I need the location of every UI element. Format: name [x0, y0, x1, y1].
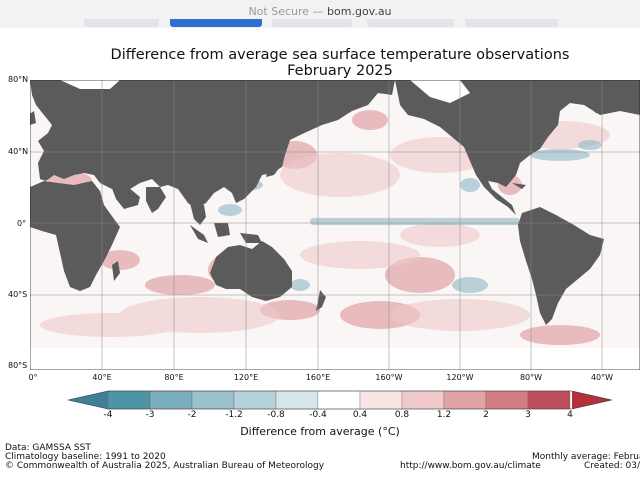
- colorbar-tick: -0.8: [267, 410, 285, 420]
- footer-copyright: © Commonwealth of Australia 2025, Austra…: [5, 461, 325, 471]
- colorbar-tick: -2: [187, 410, 197, 420]
- colorbar-segment: [485, 390, 529, 410]
- colorbar-tick: 3: [525, 410, 531, 420]
- url-separator: —: [312, 5, 324, 18]
- colorbar-segment: [233, 390, 277, 410]
- lon-label-160e: 160°E: [305, 373, 331, 382]
- colorbar-tick: 4: [567, 410, 573, 420]
- lon-label-120e: 120°E: [233, 373, 259, 382]
- south-america: [518, 207, 604, 325]
- lon-label-40w: 40°W: [590, 373, 614, 382]
- colorbar-tick: -1.2: [225, 410, 243, 420]
- lat-label-80n: 80°N: [8, 75, 29, 84]
- lon-label-80w: 80°W: [519, 373, 543, 382]
- colorbar-segments: [107, 390, 571, 410]
- colorbar-segment: [149, 390, 193, 410]
- url-domain: bom.gov.au: [327, 5, 392, 18]
- lon-label-80e: 80°E: [164, 373, 184, 382]
- lat-label-40n: 40°N: [8, 147, 29, 156]
- browser-tab-active[interactable]: [170, 19, 262, 27]
- footer-created: Created: 03/(: [584, 461, 640, 471]
- browser-toolbar: Not Secure — bom.gov.au: [0, 0, 640, 28]
- japan: [266, 153, 280, 177]
- colorbar-title: Difference from average (°C): [240, 425, 400, 438]
- colorbar-low-extension: [68, 391, 108, 409]
- colorbar-segment: [107, 390, 151, 410]
- colorbar-segment: [443, 390, 487, 410]
- map-title: Difference from average sea surface temp…: [20, 47, 640, 79]
- arctic-ice: [60, 80, 470, 103]
- not-secure-label: Not Secure: [248, 5, 310, 18]
- arabia: [110, 183, 140, 209]
- colorbar: [67, 390, 613, 410]
- lat-label-0: 0°: [17, 219, 27, 228]
- colorbar-segment: [275, 390, 319, 410]
- indochina: [190, 203, 206, 225]
- colorbar-segment: [359, 390, 403, 410]
- colorbar-tick: 0.8: [394, 410, 410, 420]
- colorbar-tick: -3: [145, 410, 155, 420]
- colorbar-tick: -4: [103, 410, 113, 420]
- uk: [30, 111, 36, 125]
- colorbar-segment: [317, 390, 361, 410]
- sumatra: [190, 225, 208, 243]
- cuba: [512, 183, 526, 189]
- lat-label-80s: 80°S: [8, 361, 28, 370]
- graticule: [30, 80, 640, 370]
- browser-tab[interactable]: [84, 19, 159, 27]
- colorbar-segment: [527, 390, 571, 410]
- map-title-line2: February 2025: [287, 63, 393, 79]
- browser-tab[interactable]: [465, 19, 558, 27]
- borneo: [214, 223, 230, 237]
- colorbar-outline: [67, 390, 613, 410]
- eurasia: [30, 80, 395, 209]
- footer-baseline: Climatology baseline: 1991 to 2020: [5, 452, 166, 462]
- india: [146, 187, 166, 213]
- colorbar-tick: -0.4: [309, 410, 327, 420]
- address-bar[interactable]: Not Secure — bom.gov.au: [0, 5, 640, 18]
- colorbar-segment: [401, 390, 445, 410]
- africa: [30, 181, 120, 291]
- greenland: [570, 83, 624, 113]
- sst-anomaly-map: [30, 80, 640, 370]
- madagascar: [112, 261, 120, 281]
- australia: [210, 241, 292, 301]
- north-america: [395, 80, 640, 215]
- lon-label-120w: 120°W: [446, 373, 474, 382]
- land-masses: [30, 80, 640, 325]
- footer-url[interactable]: http://www.bom.gov.au/climate: [400, 461, 541, 471]
- footer-monthly-average: Monthly average: Februa: [532, 452, 640, 462]
- lon-label-40e: 40°E: [92, 373, 112, 382]
- lat-label-40s: 40°S: [8, 290, 28, 299]
- colorbar-high-extension: [572, 391, 612, 409]
- colorbar-tick: 0.4: [352, 410, 368, 420]
- colorbar-tick: 1.2: [436, 410, 452, 420]
- map-title-line1: Difference from average sea surface temp…: [110, 47, 570, 63]
- new-guinea: [240, 233, 262, 243]
- colorbar-tick: 2: [483, 410, 489, 420]
- browser-tab[interactable]: [272, 19, 352, 27]
- colorbar-segment: [191, 390, 235, 410]
- lon-label-160w: 160°W: [375, 373, 403, 382]
- footer-data-source: Data: GAMSSA SST: [5, 443, 91, 453]
- lon-label-0: 0°: [28, 373, 38, 382]
- antarctic-ice: [30, 348, 640, 370]
- browser-tab[interactable]: [367, 19, 454, 27]
